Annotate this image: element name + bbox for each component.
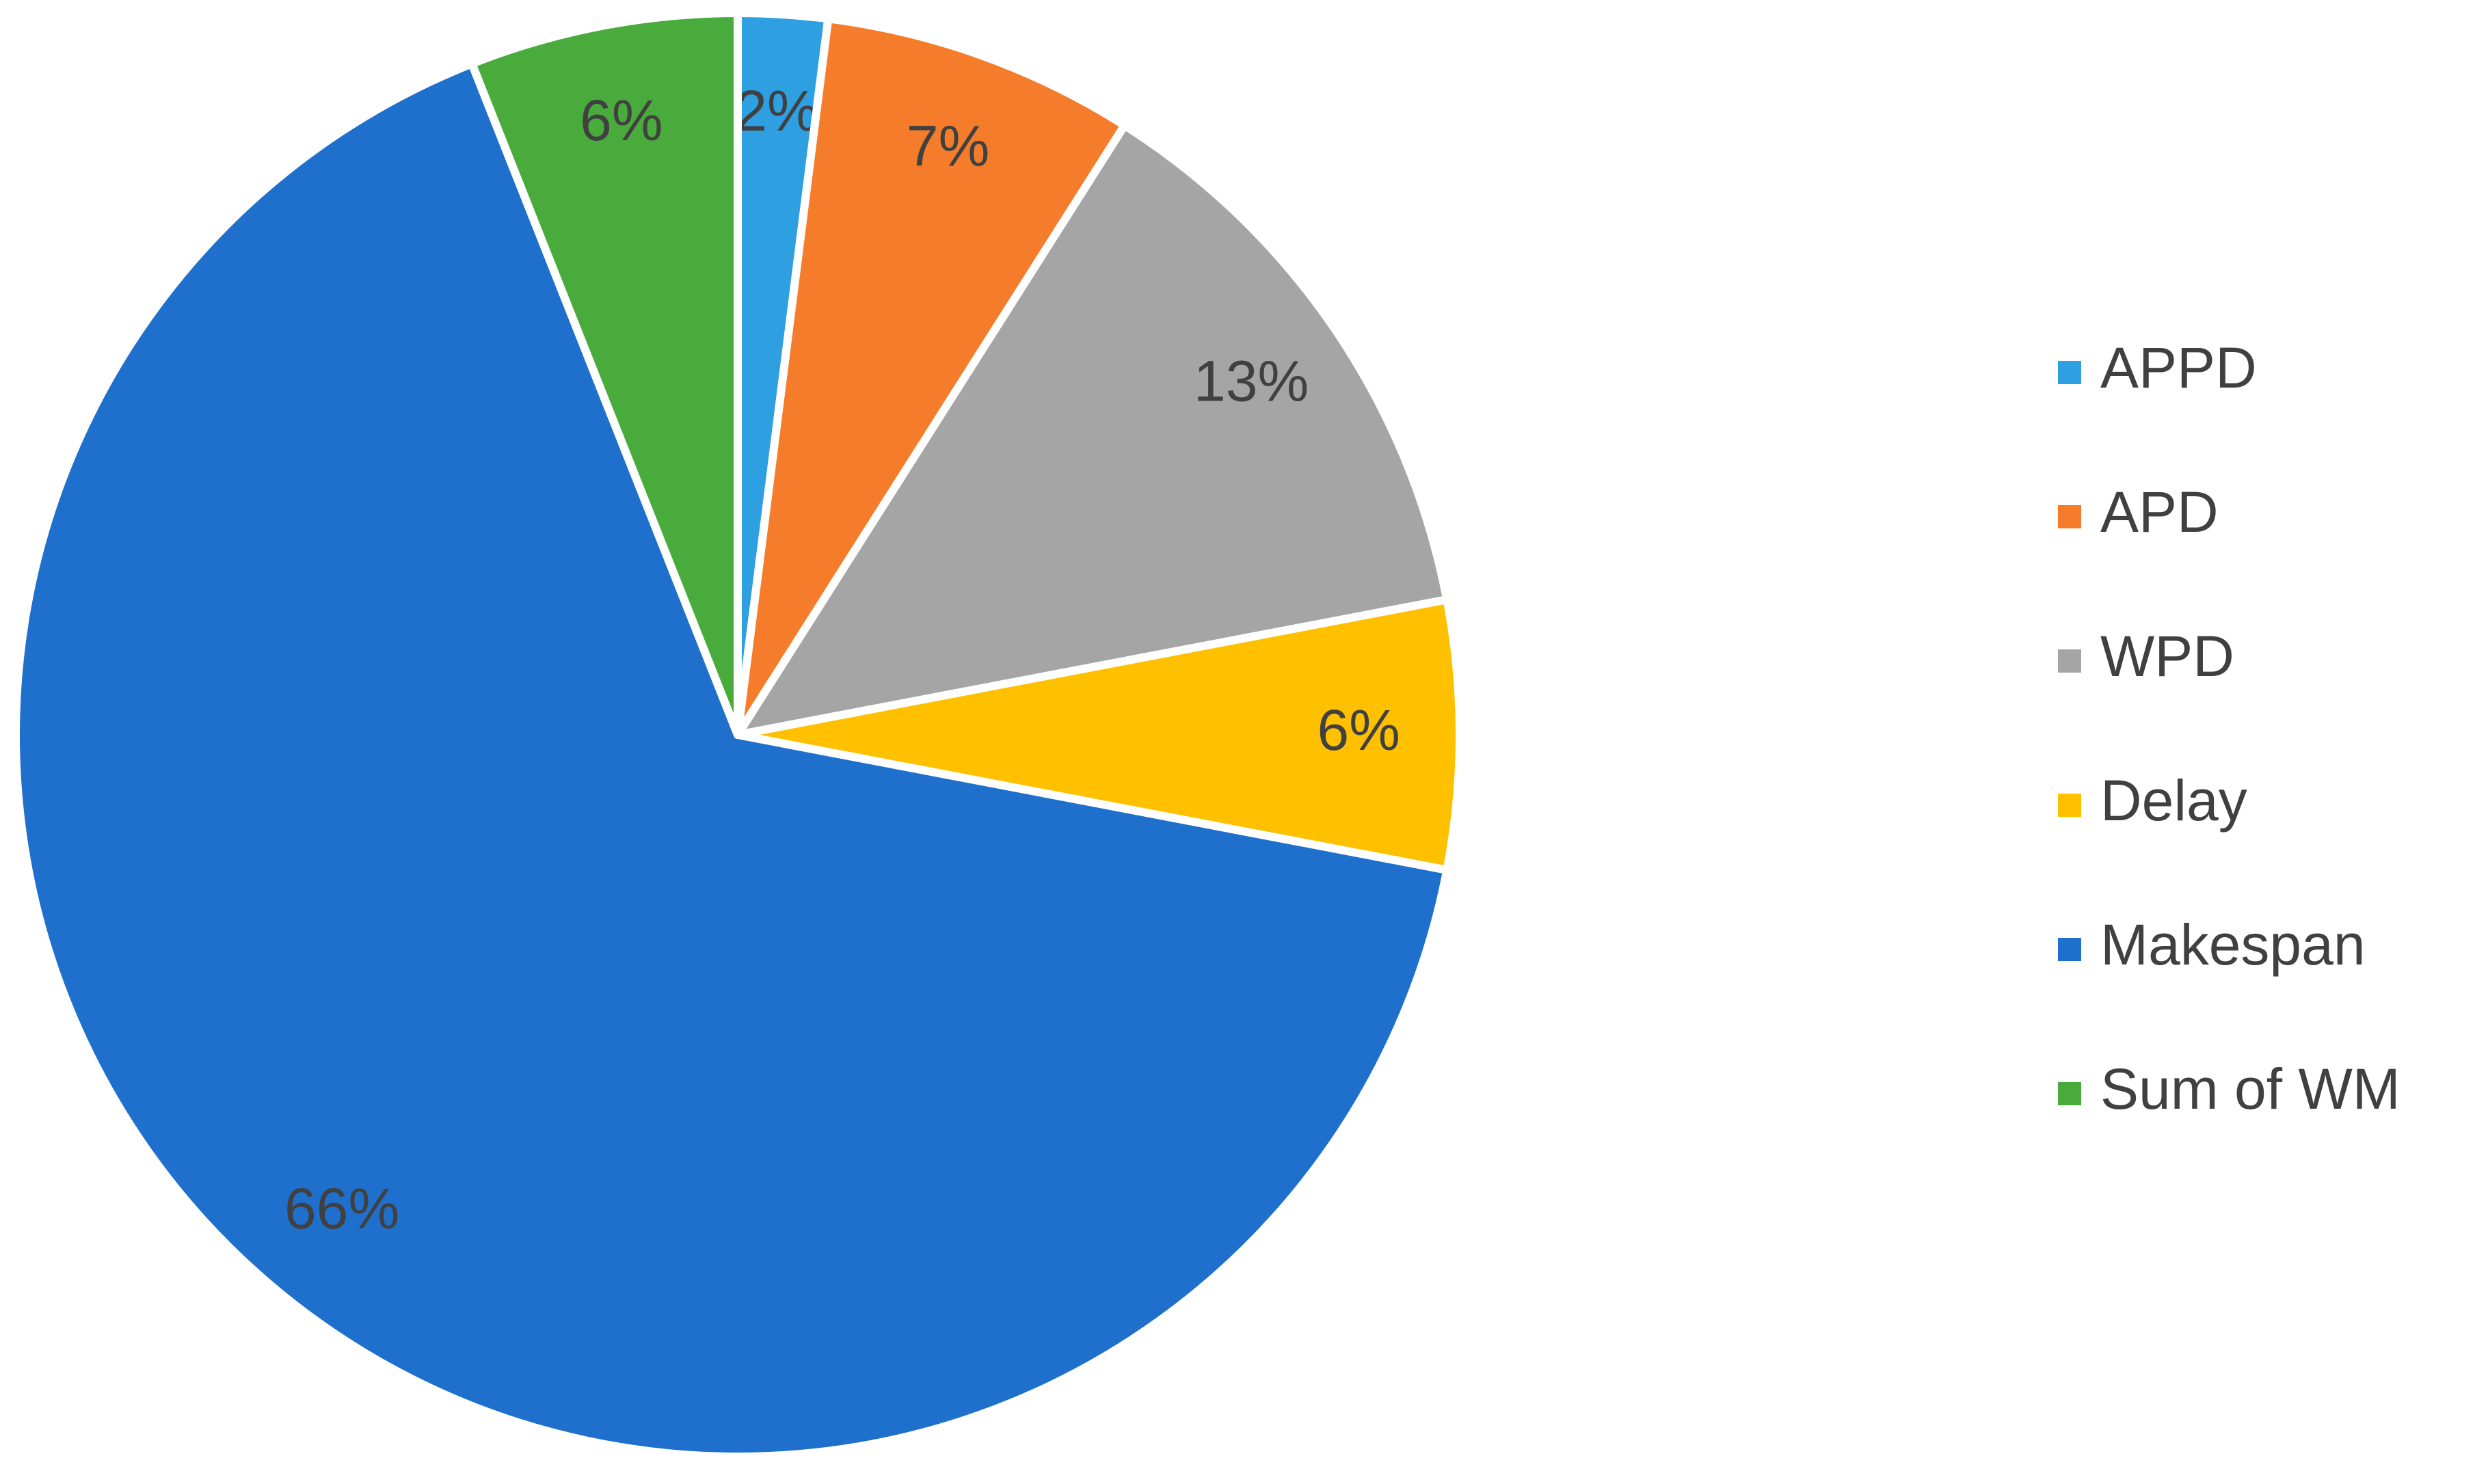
- legend-swatch: [2058, 794, 2081, 817]
- legend-label: APD: [2100, 480, 2219, 544]
- legend-swatch: [2058, 1082, 2081, 1105]
- legend-swatch: [2058, 649, 2081, 673]
- legend-label: WPD: [2100, 624, 2234, 688]
- data-label: 6%: [1317, 698, 1400, 762]
- data-label: 66%: [284, 1176, 399, 1241]
- legend-label: Makespan: [2100, 913, 2366, 977]
- pie-slice: [734, 595, 1464, 874]
- legend-swatch: [2058, 505, 2081, 528]
- pie-slice: [734, 14, 1129, 739]
- pie-slice: [734, 121, 1452, 739]
- data-label: 7%: [907, 114, 989, 178]
- legend-swatch: [2058, 361, 2081, 384]
- pie-slice: [468, 9, 742, 739]
- data-label: 2%: [735, 79, 818, 143]
- data-label: 13%: [1194, 349, 1309, 414]
- legend-label: Sum of WM: [2100, 1057, 2400, 1121]
- legend-swatch: [2058, 938, 2081, 961]
- pie-slice: [12, 59, 1452, 1461]
- legend-label: APPD: [2100, 336, 2257, 400]
- data-label: 6%: [580, 88, 663, 152]
- legend-label: Delay: [2100, 768, 2247, 833]
